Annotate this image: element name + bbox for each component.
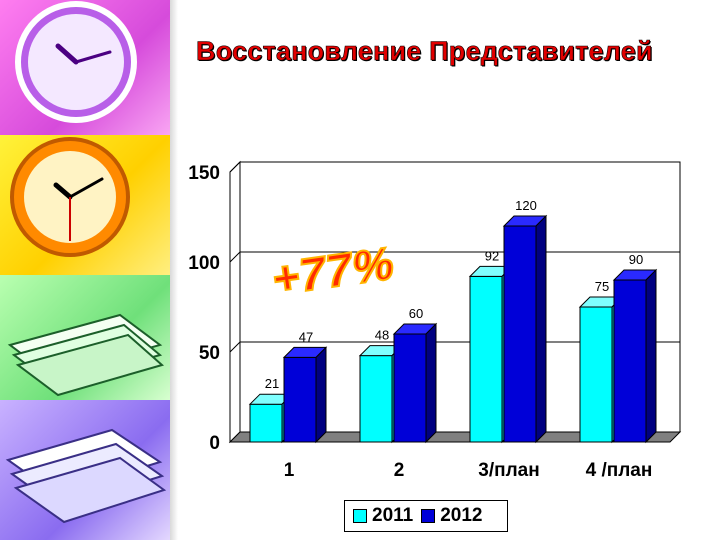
data-label: 60 bbox=[409, 306, 423, 321]
bar-chart-svg: 0 50 100 150 21 47 1 48 60 2 92 120 3/план 75 90 4 /пла… bbox=[188, 160, 682, 481]
legend-label-series-1: 2011 bbox=[372, 505, 414, 526]
books-panel-green bbox=[0, 275, 170, 400]
x-tick-label: 3/план bbox=[478, 460, 539, 481]
bar-side-2-3 bbox=[535, 214, 547, 444]
data-label: 21 bbox=[265, 376, 279, 391]
y-tick-label: 0 bbox=[209, 433, 220, 454]
legend-label-series-2: 2012 bbox=[440, 505, 483, 526]
y-tick-label: 100 bbox=[188, 253, 220, 274]
bar-side-2-1 bbox=[315, 346, 327, 444]
decorative-side-strip bbox=[0, 0, 178, 540]
data-label: 92 bbox=[485, 248, 499, 263]
bar-1-3 bbox=[469, 275, 503, 443]
legend-item-series-2: 2012 bbox=[421, 505, 483, 527]
bar-chart: 0 50 100 150 21 47 1 48 60 2 92 120 3/план 75 90 4 /пла… bbox=[170, 160, 720, 540]
chart-legend: 2011 2012 bbox=[344, 500, 508, 532]
purple-clock-icon bbox=[15, 1, 137, 123]
data-label: 75 bbox=[595, 279, 609, 294]
bar-side-2-4 bbox=[645, 268, 657, 444]
bar-side-2-2 bbox=[425, 322, 437, 444]
data-label: 120 bbox=[515, 198, 537, 213]
bar-1-1 bbox=[249, 403, 283, 443]
clock-panel-yellow bbox=[0, 135, 170, 275]
grid-line bbox=[229, 161, 680, 173]
clock-panel-purple bbox=[0, 0, 170, 135]
y-tick-label: 150 bbox=[188, 163, 220, 184]
books-panel-violet bbox=[0, 400, 170, 540]
x-tick-label: 2 bbox=[394, 460, 405, 481]
bar-1-4 bbox=[579, 306, 613, 443]
x-tick-label: 4 /план bbox=[586, 460, 653, 481]
legend-swatch-series-1 bbox=[353, 509, 367, 523]
bar-2-4 bbox=[613, 279, 647, 443]
legend-item-series-1: 2011 bbox=[353, 505, 413, 527]
bar-2-3 bbox=[503, 225, 537, 443]
paper-stack-icon bbox=[5, 428, 167, 524]
bar-2-2 bbox=[393, 333, 427, 443]
stacked-papers-icon bbox=[7, 313, 165, 397]
data-label: 90 bbox=[629, 252, 643, 267]
data-label: 47 bbox=[299, 329, 313, 344]
bar-2-1 bbox=[283, 356, 317, 443]
data-label: 48 bbox=[375, 328, 389, 343]
plot-side-wall bbox=[229, 160, 241, 444]
orange-clock-icon bbox=[10, 137, 130, 257]
x-tick-label: 1 bbox=[284, 460, 295, 481]
legend-swatch-series-2 bbox=[421, 509, 436, 523]
strip-edge-shadow bbox=[170, 0, 178, 540]
y-tick-label: 50 bbox=[199, 343, 220, 364]
bar-1-2 bbox=[359, 355, 393, 443]
slide-title: Восстановление Представителей bbox=[196, 36, 653, 67]
